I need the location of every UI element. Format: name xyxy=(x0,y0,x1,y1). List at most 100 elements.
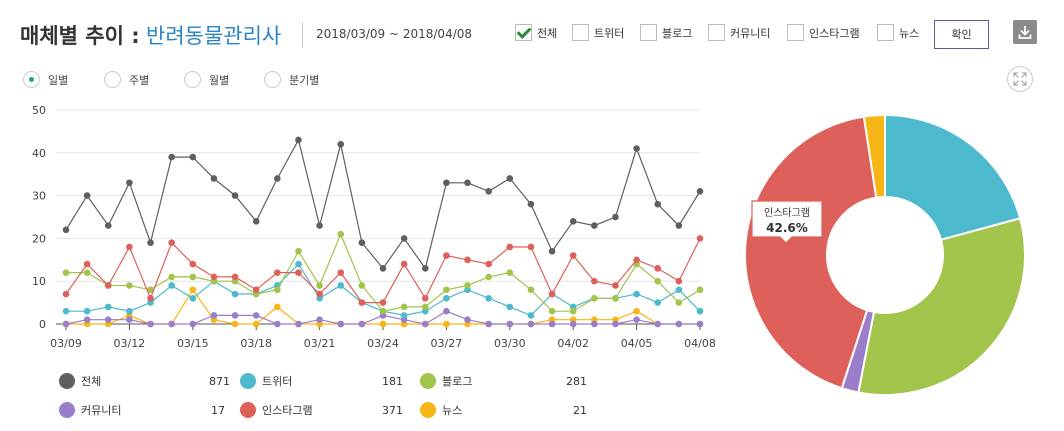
data-point[interactable] xyxy=(337,320,345,328)
data-point[interactable] xyxy=(189,286,197,294)
data-point[interactable] xyxy=(62,307,70,315)
data-point[interactable] xyxy=(696,307,704,315)
data-point[interactable] xyxy=(147,239,154,246)
data-point[interactable] xyxy=(569,307,577,315)
data-point[interactable] xyxy=(379,265,387,272)
checkbox-box[interactable] xyxy=(708,24,725,41)
data-point[interactable] xyxy=(675,277,683,285)
data-point[interactable] xyxy=(168,153,175,161)
data-point[interactable] xyxy=(400,303,408,311)
data-point[interactable] xyxy=(527,286,535,294)
data-point[interactable] xyxy=(126,179,133,187)
legend-item-community[interactable]: 커뮤니티 xyxy=(59,402,121,418)
radio-dot[interactable] xyxy=(104,71,121,88)
filter-checkbox-news[interactable]: 뉴스 xyxy=(877,24,919,41)
data-point[interactable] xyxy=(485,260,492,268)
data-point[interactable] xyxy=(358,320,366,328)
data-point[interactable] xyxy=(126,316,133,324)
data-point[interactable] xyxy=(83,307,91,315)
data-point[interactable] xyxy=(337,282,345,289)
data-point[interactable] xyxy=(654,320,662,328)
data-point[interactable] xyxy=(358,299,366,306)
data-point[interactable] xyxy=(675,299,683,306)
filter-checkbox-all[interactable]: 전체 xyxy=(515,24,557,41)
data-point[interactable] xyxy=(443,179,450,187)
period-radio-daily[interactable]: 일별 xyxy=(23,71,68,88)
data-point[interactable] xyxy=(316,290,323,298)
data-point[interactable] xyxy=(464,316,471,324)
data-point[interactable] xyxy=(569,320,577,328)
data-point[interactable] xyxy=(295,260,302,268)
data-point[interactable] xyxy=(252,312,260,319)
data-point[interactable] xyxy=(654,277,662,285)
data-point[interactable] xyxy=(104,316,112,324)
checkbox-box[interactable] xyxy=(787,24,804,41)
data-point[interactable] xyxy=(485,188,492,195)
data-point[interactable] xyxy=(633,145,640,152)
data-point[interactable] xyxy=(464,256,471,264)
data-point[interactable] xyxy=(485,295,492,302)
data-point[interactable] xyxy=(696,320,704,328)
data-point[interactable] xyxy=(506,243,514,251)
legend-item-news[interactable]: 뉴스 xyxy=(420,402,462,418)
data-point[interactable] xyxy=(62,320,70,328)
data-point[interactable] xyxy=(548,290,556,298)
donut-slice[interactable] xyxy=(884,113,1022,242)
data-point[interactable] xyxy=(358,239,366,246)
data-point[interactable] xyxy=(443,252,450,259)
data-point[interactable] xyxy=(400,260,408,268)
data-point[interactable] xyxy=(443,307,450,315)
legend-item-twitter[interactable]: 트위터 xyxy=(240,373,292,389)
data-point[interactable] xyxy=(591,277,598,285)
data-point[interactable] xyxy=(168,273,175,281)
data-point[interactable] xyxy=(485,320,492,328)
data-point[interactable] xyxy=(147,320,154,328)
radio-dot[interactable] xyxy=(23,71,40,88)
data-point[interactable] xyxy=(210,312,218,319)
data-point[interactable] xyxy=(231,312,239,319)
data-point[interactable] xyxy=(443,295,450,302)
check-icon[interactable] xyxy=(515,24,532,41)
data-point[interactable] xyxy=(569,217,577,225)
data-point[interactable] xyxy=(316,282,323,289)
data-point[interactable] xyxy=(591,295,598,302)
data-point[interactable] xyxy=(295,269,302,276)
data-point[interactable] xyxy=(400,312,408,319)
data-point[interactable] xyxy=(464,179,471,187)
data-point[interactable] xyxy=(210,273,218,281)
data-point[interactable] xyxy=(252,320,260,328)
data-point[interactable] xyxy=(252,217,260,225)
data-point[interactable] xyxy=(83,260,91,268)
checkbox-box[interactable] xyxy=(572,24,589,41)
data-point[interactable] xyxy=(443,320,450,328)
data-point[interactable] xyxy=(527,312,535,319)
data-point[interactable] xyxy=(295,136,302,144)
data-point[interactable] xyxy=(696,235,704,242)
data-point[interactable] xyxy=(126,282,133,289)
data-point[interactable] xyxy=(612,320,619,328)
filter-checkbox-community[interactable]: 커뮤니티 xyxy=(708,24,770,41)
data-point[interactable] xyxy=(443,286,450,294)
data-point[interactable] xyxy=(274,269,281,276)
checkbox-box[interactable] xyxy=(640,24,657,41)
data-point[interactable] xyxy=(527,243,535,251)
data-point[interactable] xyxy=(675,222,683,229)
data-point[interactable] xyxy=(379,307,387,315)
data-point[interactable] xyxy=(295,320,302,328)
data-point[interactable] xyxy=(316,222,323,229)
radio-dot[interactable] xyxy=(264,71,281,88)
data-point[interactable] xyxy=(252,286,260,294)
filter-checkbox-blog[interactable]: 블로그 xyxy=(640,24,692,41)
data-point[interactable] xyxy=(126,243,133,251)
data-point[interactable] xyxy=(612,282,619,289)
filter-checkbox-twitter[interactable]: 트위터 xyxy=(572,24,624,41)
data-point[interactable] xyxy=(421,265,429,272)
data-point[interactable] xyxy=(400,235,408,242)
data-point[interactable] xyxy=(83,192,91,199)
confirm-button[interactable]: 확인 xyxy=(934,20,989,49)
data-point[interactable] xyxy=(696,188,704,195)
data-point[interactable] xyxy=(548,307,556,315)
data-point[interactable] xyxy=(83,316,91,324)
data-point[interactable] xyxy=(633,307,640,315)
donut-slice[interactable] xyxy=(862,113,886,199)
